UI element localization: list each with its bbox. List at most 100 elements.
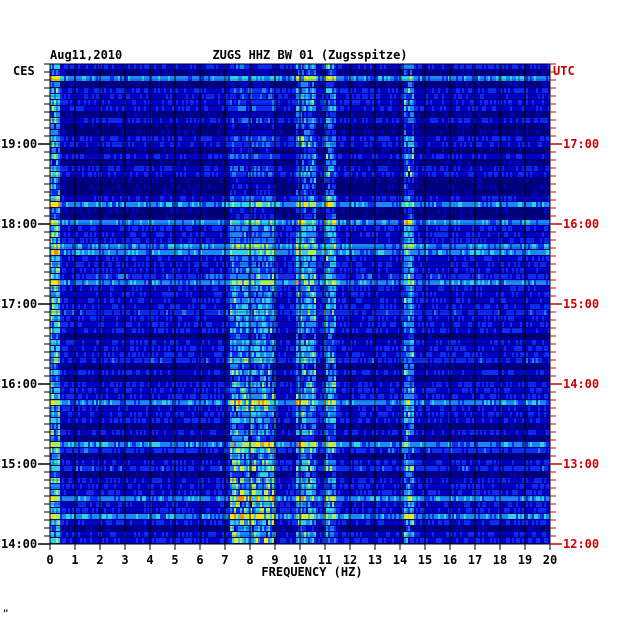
- spectrogram-cell: [228, 94, 230, 99]
- spectrogram-cell: [422, 100, 424, 105]
- spectrogram-cell: [138, 82, 140, 87]
- spectrogram-cell: [342, 208, 344, 213]
- spectrogram-cell: [130, 136, 132, 141]
- spectrogram-cell: [68, 106, 70, 111]
- spectrogram-cell: [178, 100, 180, 105]
- spectrogram-cell: [330, 184, 332, 189]
- spectrogram-cell: [304, 76, 306, 81]
- spectrogram-cell: [440, 154, 442, 159]
- spectrogram-cell: [154, 136, 156, 141]
- spectrogram-cell: [266, 106, 268, 111]
- spectrogram-cell: [514, 76, 516, 81]
- spectrogram-cell: [210, 118, 212, 123]
- spectrogram-cell: [386, 202, 388, 207]
- spectrogram-cell: [112, 76, 114, 81]
- spectrogram-cell: [394, 226, 396, 231]
- spectrogram-cell: [414, 226, 416, 231]
- spectrogram-cell: [308, 202, 310, 207]
- spectrogram-cell: [322, 76, 324, 81]
- spectrogram-cell: [506, 100, 508, 105]
- spectrogram-cell: [430, 106, 432, 111]
- spectrogram-cell: [268, 202, 270, 207]
- spectrogram-cell: [94, 202, 96, 207]
- spectrogram-cell: [328, 70, 330, 75]
- spectrogram-cell: [140, 76, 142, 81]
- spectrogram-cell: [310, 208, 312, 213]
- spectrogram-cell: [296, 106, 298, 111]
- spectrogram-cell: [52, 160, 54, 165]
- spectrogram-cell: [316, 118, 318, 123]
- spectrogram-cell: [232, 226, 234, 231]
- spectrogram-cell: [330, 160, 332, 165]
- spectrogram-cell: [480, 64, 482, 69]
- spectrogram-cell: [96, 154, 98, 159]
- spectrogram-cell: [212, 76, 214, 81]
- spectrogram-cell: [318, 70, 320, 75]
- spectrogram-cell: [236, 178, 238, 183]
- spectrogram-cell: [410, 106, 412, 111]
- spectrogram-cell: [510, 226, 512, 231]
- spectrogram-cell: [306, 136, 308, 141]
- spectrogram-cell: [54, 154, 56, 159]
- spectrogram-cell: [366, 94, 368, 99]
- spectrogram-cell: [354, 160, 356, 165]
- spectrogram-cell: [58, 70, 60, 75]
- spectrogram-cell: [476, 136, 478, 141]
- spectrogram-cell: [182, 100, 184, 105]
- spectrogram-cell: [538, 112, 540, 117]
- spectrogram-cell: [150, 118, 152, 123]
- spectrogram-cell: [408, 202, 410, 207]
- spectrogram-cell: [468, 94, 470, 99]
- spectrogram-cell: [406, 136, 408, 141]
- spectrogram-cell: [260, 70, 262, 75]
- spectrogram-cell: [412, 100, 414, 105]
- spectrogram-cell: [540, 94, 542, 99]
- spectrogram-cell: [218, 100, 220, 105]
- spectrogram-cell: [494, 154, 496, 159]
- spectrogram-cell: [344, 82, 346, 87]
- spectrogram-cell: [506, 76, 508, 81]
- spectrogram-cell: [218, 136, 220, 141]
- spectrogram-cell: [162, 202, 164, 207]
- spectrogram-cell: [208, 136, 210, 141]
- spectrogram-cell: [520, 70, 522, 75]
- spectrogram-cell: [460, 154, 462, 159]
- spectrogram-cell: [80, 232, 82, 237]
- spectrogram-cell: [272, 106, 274, 111]
- spectrogram-cell: [514, 88, 516, 93]
- spectrogram-cell: [346, 64, 348, 69]
- spectrogram-cell: [416, 64, 418, 69]
- spectrogram-cell: [334, 70, 336, 75]
- spectrogram-cell: [482, 76, 484, 81]
- spectrogram-cell: [326, 94, 328, 99]
- spectrogram-cell: [254, 178, 256, 183]
- spectrogram-cell: [408, 184, 410, 189]
- spectrogram-cell: [268, 226, 270, 231]
- spectrogram-cell: [282, 88, 284, 93]
- spectrogram-cell: [220, 94, 222, 99]
- spectrogram-cell: [370, 106, 372, 111]
- spectrogram-cell: [542, 70, 544, 75]
- spectrogram-cell: [94, 118, 96, 123]
- spectrogram-cell: [412, 202, 414, 207]
- spectrogram-cell: [300, 88, 302, 93]
- spectrogram-cell: [518, 94, 520, 99]
- spectrogram-cell: [510, 76, 512, 81]
- spectrogram-cell: [230, 184, 232, 189]
- spectrogram-cell: [272, 112, 274, 117]
- spectrogram-cell: [276, 64, 278, 69]
- spectrogram-cell: [152, 136, 154, 141]
- spectrogram-cell: [246, 130, 248, 135]
- spectrogram-cell: [466, 88, 468, 93]
- spectrogram-cell: [438, 94, 440, 99]
- spectrogram-cell: [392, 184, 394, 189]
- spectrogram-cell: [268, 88, 270, 93]
- spectrogram-cell: [338, 106, 340, 111]
- spectrogram-cell: [418, 136, 420, 141]
- spectrogram-cell: [338, 202, 340, 207]
- spectrogram-cell: [414, 154, 416, 159]
- spectrogram-cell: [354, 226, 356, 231]
- spectrogram-cell: [530, 76, 532, 81]
- spectrogram-cell: [90, 160, 92, 165]
- spectrogram-cell: [316, 88, 318, 93]
